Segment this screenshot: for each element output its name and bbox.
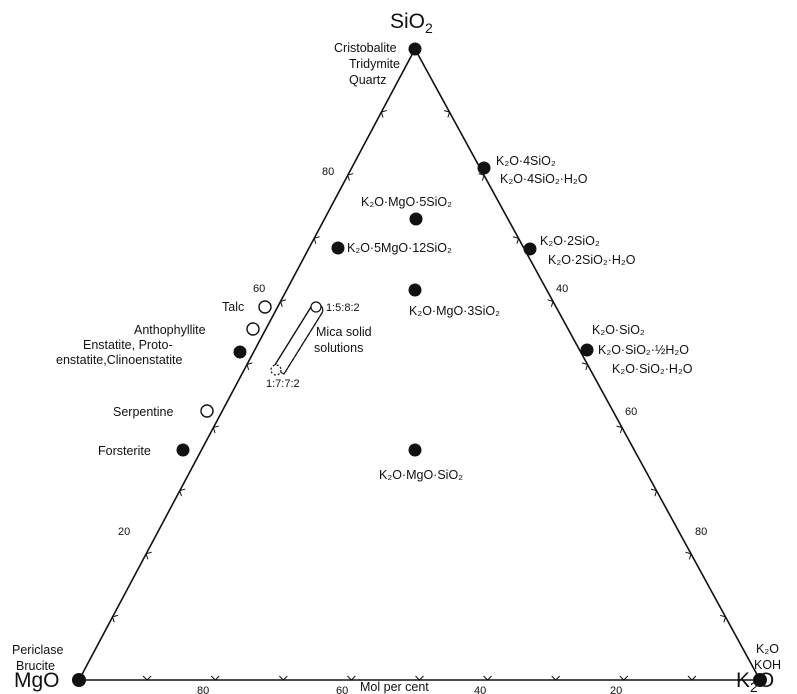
phase-label-k2o: K₂O KOH (754, 642, 782, 672)
phase-label-k2o-mgo-3sio2: K₂O·MgO·3SiO₂ (409, 304, 500, 318)
phase-point-mgo (72, 673, 86, 687)
axis-tick (483, 675, 492, 681)
axis-tick (313, 236, 320, 244)
axis-tick-marks (111, 109, 727, 681)
axis-tick (619, 675, 629, 681)
phase-point-k2o-mgo-sio2 (408, 443, 422, 457)
bottom-tick-label: 40 (474, 685, 486, 694)
phase-label-forsterite: Forsterite (98, 444, 151, 458)
phase-label-k2o-2sio2: K₂O·2SiO₂ K₂O·2SiO₂·H₂O (540, 234, 636, 267)
axis-tick (415, 675, 424, 681)
phase-point-enstatite (233, 345, 247, 359)
axis-tick (347, 173, 354, 181)
mica-end-top-label: 1:5:8:2 (326, 302, 360, 314)
right-tick-label: 60 (625, 406, 637, 418)
phase-point-silica (408, 42, 422, 56)
vertex-label-mgo: MgO (14, 669, 60, 692)
phase-label-enstatite: Enstatite, Proto- enstatite,Clinoenstati… (56, 338, 183, 367)
phase-markers (72, 42, 767, 687)
axis-tick (179, 488, 186, 497)
axis-tick (279, 299, 287, 307)
axis-tick (278, 675, 288, 681)
bottom-axis-title: Mol per cent (360, 680, 429, 694)
mica-end-bottom-label: 1:7:7:2 (266, 378, 300, 390)
axis-tick (616, 425, 623, 434)
axis-tick (650, 488, 658, 497)
axis-tick (551, 675, 561, 681)
phase-label-anthophyllite: Anthophyllite (134, 323, 206, 337)
phase-point-k2o-sio2 (580, 343, 594, 357)
bottom-tick-label: 20 (610, 685, 622, 694)
axis-tick (512, 236, 520, 244)
bottom-tick-label: 60 (336, 685, 348, 694)
phase-label-talc: Talc (222, 300, 244, 314)
axis-tick (478, 173, 485, 181)
phase-point-k2o-5mgo-12sio2 (331, 241, 345, 255)
right-tick-label: 80 (695, 526, 707, 538)
axis-tick (111, 614, 119, 623)
axis-tick (380, 109, 387, 118)
phase-point-k2o (753, 673, 767, 687)
phase-point-k2o-2sio2 (523, 242, 537, 256)
phase-point-talc (258, 300, 272, 314)
left-tick-label: 80 (322, 166, 334, 178)
axis-tick (719, 614, 727, 623)
axis-tick (246, 362, 253, 371)
phase-label-k2o-mgo-5sio2: K₂O·MgO·5SiO₂ (361, 195, 452, 209)
phase-point-serpentine (200, 404, 214, 418)
phase-point-anthophyllite (246, 322, 260, 336)
axis-tick (145, 551, 152, 560)
axis-tick (687, 675, 697, 681)
phase-point-k2o-4sio2 (477, 161, 491, 175)
axis-tick (443, 110, 451, 118)
axis-tick (685, 551, 692, 560)
phase-point-k2o-mgo-3sio2 (408, 283, 422, 297)
phase-point-forsterite (176, 443, 190, 457)
axis-tick (212, 425, 219, 434)
phase-label-k2o-sio2: K₂O·SiO₂ K₂O·SiO₂·½H₂O K₂O·SiO₂·H₂O (592, 323, 693, 376)
phase-label-k2o-5mgo-12sio2: K₂O·5MgO·12SiO₂ (347, 241, 452, 255)
phase-label-silica: Cristobalite Tridymite Quartz (334, 41, 403, 87)
mica-end-bottom-marker (270, 364, 282, 376)
left-tick-label: 20 (118, 526, 130, 538)
phase-label-k2o-4sio2: K₂O·4SiO₂ K₂O·4SiO₂·H₂O (496, 154, 588, 186)
vertex-label-sio2: SiO2 (390, 10, 433, 36)
mica-end-top-marker (310, 301, 322, 313)
phase-label-mgo: Periclase Brucite (12, 643, 67, 673)
axis-tick (210, 675, 220, 681)
axis-tick (581, 362, 589, 371)
axis-tick (142, 675, 152, 681)
mica-solid-solution-range (270, 301, 324, 376)
bottom-tick-label: 80 (197, 685, 209, 694)
mica-label: Mica solid solutions (314, 325, 375, 355)
phase-label-serpentine: Serpentine (113, 405, 174, 419)
right-tick-label: 40 (556, 283, 568, 295)
axis-tick (547, 299, 554, 307)
phase-label-k2o-mgo-sio2: K₂O·MgO·SiO₂ (379, 468, 463, 482)
left-tick-label: 60 (253, 283, 265, 295)
phase-point-k2o-mgo-5sio2 (409, 212, 423, 226)
axis-tick (347, 675, 356, 681)
